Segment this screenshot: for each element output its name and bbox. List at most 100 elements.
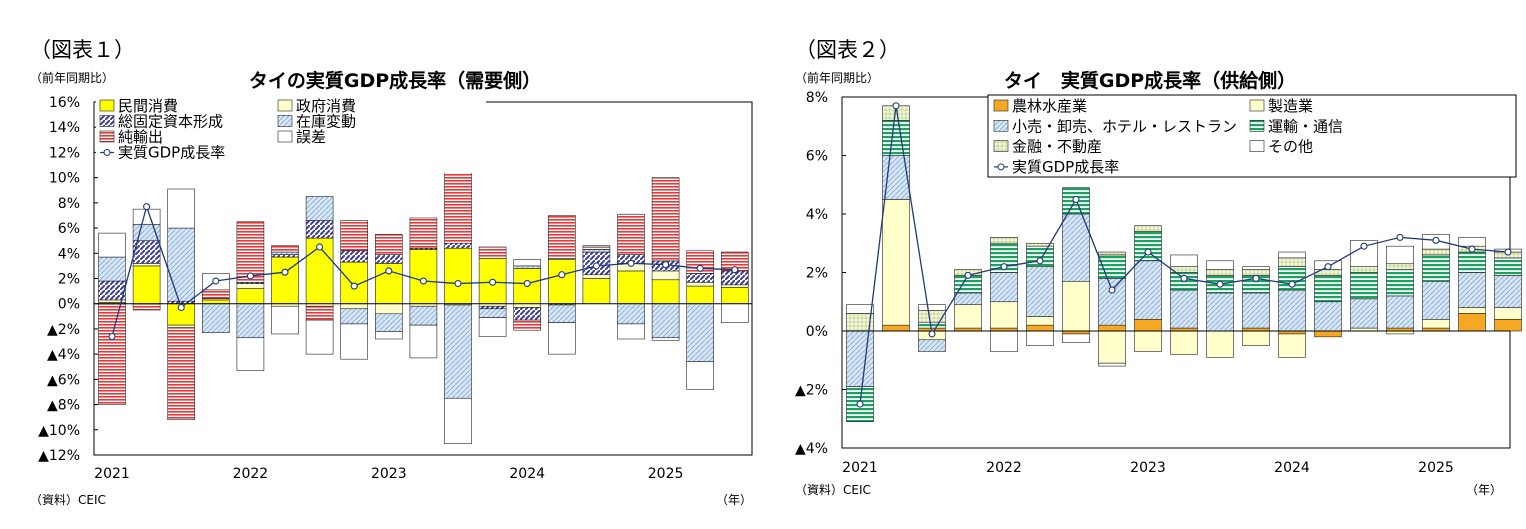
y-tick-label: ▲10% [38,423,80,439]
bar-segment-s1 [340,303,369,310]
y-tick-label: ▲6% [47,372,80,388]
bar-segment-s3 [547,304,576,323]
fig1-year-unit: （年） [716,493,753,507]
gdp-growth-point [1468,245,1476,253]
x-year-label: 2024 [1274,460,1310,476]
bar-segment-s1 [1422,318,1450,329]
bar-segment-s4 [1242,269,1270,276]
bar-segment-s4 [167,327,195,420]
legend-swatch [277,115,293,127]
gdp-growth-point [592,262,600,270]
bar-segment-s2 [340,250,369,263]
bar-segment-s3 [478,308,507,318]
bar-segment-s2 [478,305,507,310]
bar-segment-s5 [1062,333,1090,343]
bar-segment-s2 [686,273,715,283]
bar-segment-s5 [1278,251,1306,259]
bar-segment-s4 [305,305,334,321]
bar-segment-s3 [686,303,715,363]
bar-segment-s0 [1314,330,1342,338]
x-year-label: 2021 [94,466,130,482]
y-tick-label: 8% [58,196,80,212]
gdp-growth-point [928,330,936,338]
bar-segment-s5 [1242,266,1270,270]
bar-segment-s0 [686,285,715,305]
bar-segment-s0 [1026,324,1054,332]
bar-segment-s3 [1134,231,1162,262]
gdp-growth-point [1144,248,1152,256]
legend-swatch [1249,120,1265,132]
legend-swatch [99,115,115,127]
bar-segment-s5 [1098,362,1126,367]
legend-label: 製造業 [1268,97,1313,115]
bar-segment-s2 [954,292,982,305]
bar-segment-s4 [547,215,576,259]
bar-segment-s1 [1170,330,1198,355]
gdp-growth-point [108,332,116,341]
gdp-growth-point [212,277,220,285]
bar-segment-s4 [582,246,611,250]
bar-segment-s0 [617,270,645,305]
bar-segment-s5 [167,188,195,229]
bar-segment-s1 [374,303,403,315]
bar-segment-s3 [617,303,645,325]
bar-segment-s2 [1422,280,1450,320]
bar-segment-s4 [1386,263,1414,270]
bar-segment-s4 [132,303,161,311]
y-tick-label: ▲8% [47,398,80,414]
demand-side-chart: 16% 14% 12% 10% 8% 6% 4% 2% 0% ▲2% ▲4% ▲6% ▲8% ▲10% ▲1… [38,95,753,482]
bar-segment-s1 [954,304,982,329]
bar-segment-s0 [236,288,265,305]
bar-segment-s2 [98,280,126,301]
gdp-growth-point [856,400,864,408]
bar-segment-s0 [547,259,576,305]
x-year-label: 2024 [509,466,545,482]
supply-side-chart: 8% 6% 4% 2% 0% ▲2% ▲4% 2021 2022 2023 2024 2025 農林水産… [795,90,1522,476]
fig1-chart-title: タイの実質GDP成長率（需要側） [248,70,542,92]
bar-segment-s1 [990,301,1018,329]
bar-segment-s2 [271,254,299,258]
bar-segment-s0 [1134,318,1162,332]
bar-segment-s1 [1458,307,1486,314]
gdp-growth-point [454,279,462,288]
bar-segment-s4 [409,217,438,249]
x-year-label: 2023 [1130,460,1166,476]
bar-segment-s2 [1314,301,1342,332]
legend-line-marker [997,163,1005,171]
bar-segment-s1 [1026,316,1054,326]
y-tick-label: 10% [49,171,80,187]
legend-swatch [993,140,1009,152]
bar-segment-s5 [340,323,369,360]
bar-segment-s1 [882,199,910,326]
bar-segment-s2 [990,272,1018,303]
fig2-label: （図表２） [795,38,900,62]
bar-segment-s0 [1098,324,1126,332]
legend-swatch [277,130,293,143]
legend-label: 民間消費 [118,97,178,115]
gdp-growth-point [662,261,670,269]
bar-segment-s5 [1386,245,1414,265]
legend-label: 小売・卸売、ホテル・レストラン [1012,117,1237,135]
bar-segment-s5 [1206,260,1234,270]
bar-segment-s0 [651,279,680,305]
gdp-growth-point [627,259,635,267]
gdp-growth-point [731,266,739,274]
bar-segment-s2 [1062,213,1090,282]
legend-label: 実質GDP成長率 [118,144,225,162]
legend-label: 運輸・通信 [1268,117,1343,135]
bar-segment-s3 [513,265,542,269]
bar-segment-s4 [1350,266,1378,273]
x-year-label: 2023 [371,466,407,482]
legend-swatch [993,99,1009,112]
bar-segment-s2 [1170,289,1198,329]
fig2-unit-label: （前年同期比） [795,71,880,85]
bar-segment-s0 [271,256,299,305]
bar-segment-s1 [1242,330,1270,346]
bar-segment-s4 [990,237,1018,244]
bar-segment-s2 [1386,295,1414,329]
bar-segment-s2 [918,339,946,352]
gdp-growth-point [177,303,185,312]
bar-segment-s4 [617,213,645,255]
bar-segment-s2 [513,307,542,321]
bar-segment-s4 [1206,269,1234,276]
